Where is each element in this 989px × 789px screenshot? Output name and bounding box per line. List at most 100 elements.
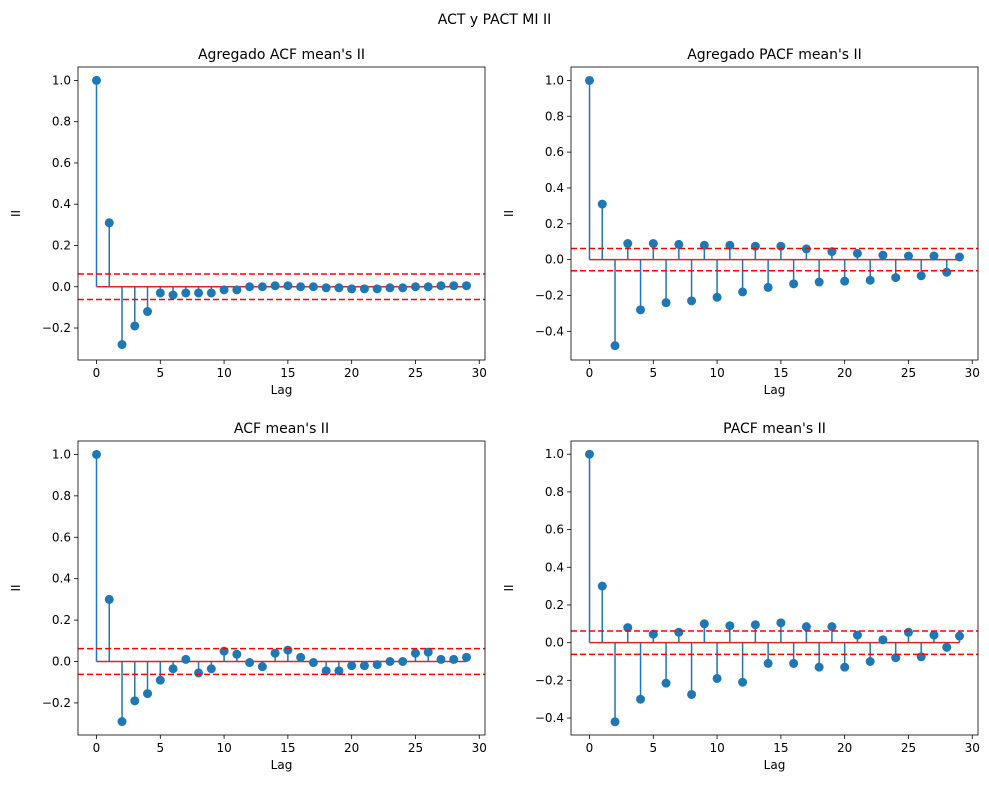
stem-marker xyxy=(776,618,786,628)
stem-marker xyxy=(168,664,178,674)
stem-marker xyxy=(865,657,875,666)
y-tick-label: −0.2 xyxy=(535,673,564,687)
x-tick-label: 15 xyxy=(280,741,295,755)
stem-marker xyxy=(181,654,191,664)
y-tick-label: 0.2 xyxy=(52,613,71,627)
stem-marker xyxy=(283,645,293,655)
stem-marker xyxy=(585,449,594,459)
stem-marker xyxy=(852,248,862,258)
stem-marker xyxy=(257,282,267,292)
stem-marker xyxy=(789,658,799,668)
stem-marker xyxy=(359,661,369,671)
x-tick-label: 20 xyxy=(344,366,359,380)
stem-marker xyxy=(623,623,633,633)
stem-marker xyxy=(219,285,229,295)
axes-frame xyxy=(570,66,979,361)
axes-frame xyxy=(77,66,486,361)
stem-marker xyxy=(674,627,684,637)
y-tick-label: 0.4 xyxy=(52,197,71,211)
y-tick-label: 1.0 xyxy=(52,73,71,87)
y-tick-label: 0.8 xyxy=(545,109,564,123)
stem-marker xyxy=(359,284,369,294)
y-tick-label: 0.6 xyxy=(52,530,71,544)
axes-frame xyxy=(570,440,979,736)
stem-marker xyxy=(878,250,888,260)
stem-marker xyxy=(891,273,901,283)
y-tick-label: 0.8 xyxy=(52,489,71,503)
stem-marker xyxy=(636,305,646,315)
stem-marker xyxy=(814,662,824,672)
stem-marker xyxy=(155,675,165,685)
stem-marker xyxy=(449,654,459,664)
x-tick-label: 10 xyxy=(216,366,231,380)
x-tick-label: 10 xyxy=(216,741,231,755)
y-axis-label: II xyxy=(9,210,23,217)
y-tick-label: 0.2 xyxy=(52,238,71,252)
y-tick-label: 1.0 xyxy=(545,73,564,87)
stem-marker xyxy=(712,673,722,683)
x-tick-label: 30 xyxy=(965,741,980,755)
x-axis-label: Lag xyxy=(271,758,293,772)
x-tick-label: 5 xyxy=(649,741,657,755)
stem-marker xyxy=(206,288,216,298)
y-tick-label: 0.8 xyxy=(52,115,71,129)
subplot-title: Agregado PACF mean's II xyxy=(687,47,862,63)
subplot-title: Agregado ACF mean's II xyxy=(198,47,365,63)
y-tick-label: 0.4 xyxy=(52,572,71,586)
stem-marker xyxy=(674,239,684,249)
x-tick-label: 0 xyxy=(586,741,594,755)
x-tick-label: 25 xyxy=(408,366,423,380)
stem-marker xyxy=(776,241,786,251)
stem-marker xyxy=(92,449,101,459)
stem-marker xyxy=(687,689,697,699)
stem-marker xyxy=(398,283,408,293)
stem-marker xyxy=(852,630,862,640)
y-tick-label: 0.2 xyxy=(545,598,564,612)
stem-marker xyxy=(410,648,420,658)
stem-marker xyxy=(321,666,331,676)
stem-marker xyxy=(296,282,306,292)
x-tick-label: 5 xyxy=(156,741,164,755)
stem-marker xyxy=(347,661,357,671)
stem-marker xyxy=(130,321,140,331)
stem-marker xyxy=(449,281,459,291)
stem-marker xyxy=(257,662,267,672)
stem-marker xyxy=(725,621,735,631)
stem-marker xyxy=(623,239,633,249)
stem-marker xyxy=(597,199,607,209)
y-tick-label: −0.4 xyxy=(535,711,564,725)
x-tick-label: 15 xyxy=(773,366,788,380)
x-tick-label: 30 xyxy=(472,366,487,380)
y-tick-label: 0.2 xyxy=(545,217,564,231)
stem-marker xyxy=(308,282,318,292)
stem-marker xyxy=(585,75,594,85)
stem-marker xyxy=(296,652,306,662)
x-tick-label: 25 xyxy=(901,741,916,755)
stem-marker xyxy=(92,75,101,85)
stem-marker xyxy=(789,279,799,289)
stem-marker xyxy=(385,283,395,293)
x-tick-label: 0 xyxy=(586,366,594,380)
stem-marker xyxy=(763,658,773,668)
stem-marker xyxy=(385,657,395,666)
stem-marker xyxy=(763,282,773,292)
x-tick-label: 25 xyxy=(408,741,423,755)
subplot-3: ACF mean's II II Lag 0 5 10 15 20 25 30 −0.2 0.0 0.2… xyxy=(9,421,487,772)
x-tick-label: 20 xyxy=(344,741,359,755)
axes-frame xyxy=(77,440,486,736)
y-axis-label: II xyxy=(502,210,516,217)
x-tick-label: 5 xyxy=(156,366,164,380)
stem-marker xyxy=(661,678,671,688)
x-tick-label: 15 xyxy=(773,741,788,755)
stem-marker xyxy=(334,666,344,676)
stem-marker xyxy=(699,240,709,250)
stem-marker xyxy=(814,277,824,287)
x-axis-label: Lag xyxy=(271,383,293,397)
stem-marker xyxy=(942,642,952,652)
stem-marker xyxy=(143,307,153,317)
x-tick-label: 10 xyxy=(709,741,724,755)
x-tick-label: 20 xyxy=(837,366,852,380)
stem-marker xyxy=(321,283,331,293)
stem-marker xyxy=(462,652,471,662)
stem-marker xyxy=(308,658,318,668)
